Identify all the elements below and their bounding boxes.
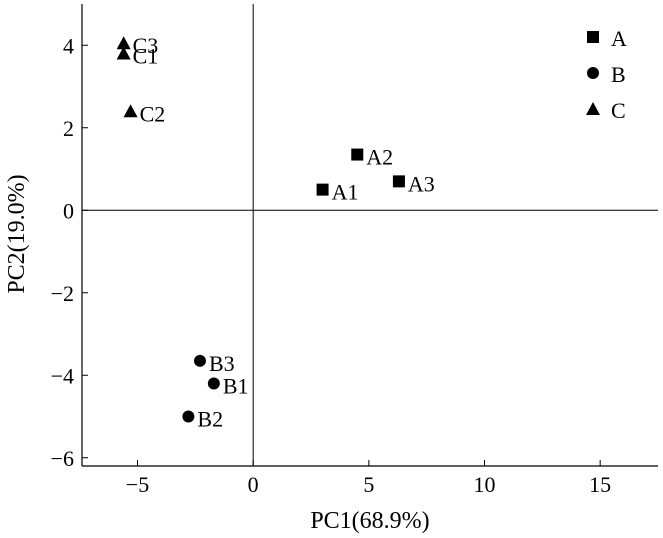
y-tick-label: 0 <box>63 198 74 223</box>
y-tick-label: −4 <box>51 363 74 388</box>
point-label-b1: B1 <box>223 374 249 399</box>
point-label-a3: A3 <box>408 171 435 196</box>
data-point-b3 <box>193 354 206 367</box>
x-tick-label: 15 <box>589 472 611 497</box>
data-point-b1 <box>207 377 220 390</box>
point-label-c1: C1 <box>133 44 159 69</box>
axes <box>81 4 658 467</box>
data-point-a1 <box>316 183 329 196</box>
y-tick-label: −2 <box>51 281 74 306</box>
legend-marker-a <box>587 31 599 43</box>
x-tick-label: 0 <box>248 472 259 497</box>
data-point-c2 <box>123 104 138 118</box>
point-label-b2: B2 <box>197 407 223 432</box>
data-point-b2 <box>182 410 195 423</box>
point-label-c3: C3 <box>133 33 159 58</box>
data-point-a3 <box>392 175 405 188</box>
legend-marker-b <box>587 67 599 79</box>
x-tick-label: 10 <box>474 472 496 497</box>
legend-marker-c <box>586 102 600 115</box>
y-tick-label: 4 <box>63 33 74 58</box>
legend-label-c: C <box>611 98 626 123</box>
y-tick-label: 2 <box>63 116 74 141</box>
y-axis-title: PC2(19.0%) <box>4 174 30 293</box>
data-point-c3 <box>116 36 131 50</box>
x-tick-label: −5 <box>126 472 149 497</box>
tick-marks <box>82 44 601 466</box>
tick-labels: −5 0 5 10 15 −6 −4 −2 0 2 4 <box>51 33 612 497</box>
legend-label-b: B <box>611 62 626 87</box>
data-point-a2 <box>351 148 364 161</box>
data-point-c1 <box>116 46 131 60</box>
point-label-c2: C2 <box>140 101 166 126</box>
x-tick-label: 5 <box>363 472 374 497</box>
point-label-a1: A1 <box>332 180 359 205</box>
point-label-a2: A2 <box>366 145 393 170</box>
x-axis-title: PC1(68.9%) <box>310 508 429 534</box>
point-label-b3: B3 <box>209 351 235 376</box>
legend-label-a: A <box>611 26 627 51</box>
legend: ABC <box>586 26 627 123</box>
y-tick-label: −6 <box>51 446 74 471</box>
